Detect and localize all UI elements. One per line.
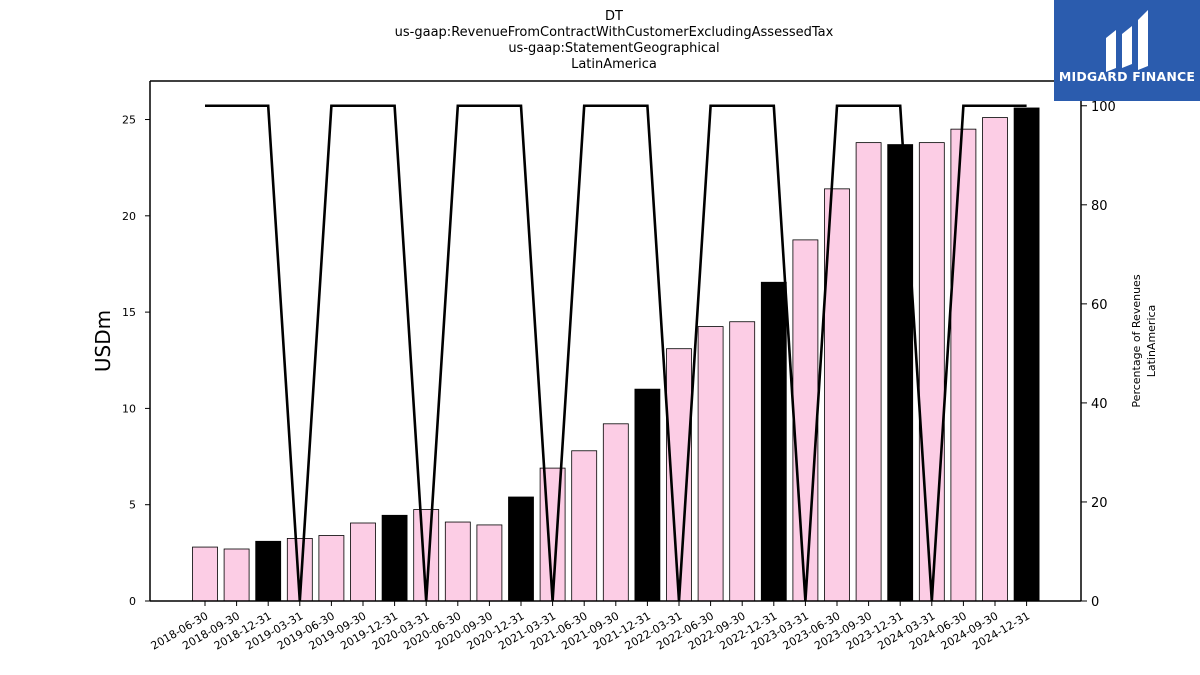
chart-title: DTus-gaap:RevenueFromContractWithCustome… [395,9,834,72]
ytick-label-left: 0 [129,595,136,608]
bar-2019-09-30 [350,522,376,602]
bar-2020-06-30 [444,521,471,602]
bar-2022-06-30 [697,326,724,602]
bars [192,107,1040,602]
logo-text: MIDGARD FINANCE [1059,69,1195,84]
bar-2024-12-31 [1013,107,1040,602]
ytick-label-right: 60 [1091,298,1108,313]
ytick-label-left: 20 [122,210,136,223]
bar-2022-12-31 [760,281,787,602]
bar-2024-03-31 [918,142,945,602]
bar-2023-09-30 [855,142,882,602]
bar-2021-09-30 [602,423,629,602]
ytick-label-left: 15 [122,306,136,319]
title-line-4: LatinAmerica [571,57,657,72]
bar-2018-09-30 [223,548,250,602]
bar-2020-12-31 [508,496,534,602]
ytick-label-right: 0 [1091,595,1099,610]
ytick-label-left: 25 [122,114,136,127]
bar-2024-09-30 [982,117,1008,602]
bar-2022-09-30 [729,321,756,602]
ytick-label-right: 40 [1091,397,1108,412]
title-line-3: us-gaap:StatementGeographical [508,41,719,56]
ytick-label-right: 20 [1091,496,1108,511]
y-axis-label-right-1: Percentage of Revenues [1130,274,1143,407]
bar-2021-12-31 [634,388,661,602]
ytick-label-right: 80 [1091,199,1108,214]
bar-2019-06-30 [318,535,345,602]
percentage-line-path [205,104,1027,602]
ytick-label-right: 100 [1091,100,1116,115]
bar-2018-06-30 [192,546,218,602]
bar-2023-03-31 [792,239,819,602]
bar-2021-06-30 [571,450,598,602]
logo-mark-icon [1106,10,1148,72]
bar-2024-06-30 [950,128,977,602]
bar-2023-12-31 [887,144,914,602]
percentage-line [205,104,1027,602]
y-axis-label-right-2: LatinAmerica [1145,305,1158,378]
bar-2019-12-31 [381,514,408,602]
ytick-label-left: 5 [129,499,136,512]
logo: MIDGARD FINANCE [1054,0,1200,101]
y-axis-label: USDm [91,310,115,372]
title-line-1: DT [605,9,623,24]
bar-2018-12-31 [255,540,282,602]
bar-2020-09-30 [476,524,503,602]
ytick-label-left: 10 [122,402,136,415]
title-line-2: us-gaap:RevenueFromContractWithCustomerE… [395,25,834,40]
